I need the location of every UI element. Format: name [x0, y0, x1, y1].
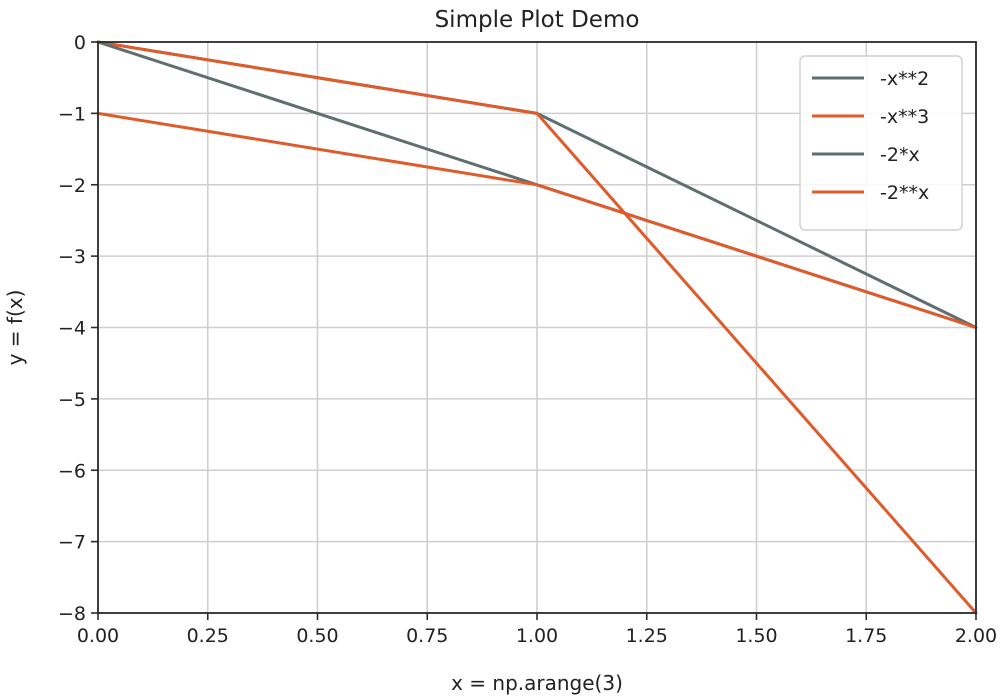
- x-tick-label: 0.75: [406, 625, 448, 647]
- x-tick-label: 1.00: [516, 625, 558, 647]
- series-line-2: [96, 40, 978, 615]
- x-tick-label: 0.25: [187, 625, 229, 647]
- x-axis-ticks: 0.00 0.25 0.50 0.75 1.00 1.25 1.50 1.75 2.00: [77, 613, 997, 647]
- legend-label: -x**2: [880, 68, 929, 90]
- y-tick-label: −4: [58, 318, 86, 340]
- y-tick-label: −8: [58, 603, 86, 625]
- x-tick-label: 0.50: [296, 625, 338, 647]
- y-tick-label: −3: [58, 246, 86, 268]
- legend-label: -2*x: [880, 144, 920, 166]
- x-tick-label: 1.50: [735, 625, 777, 647]
- y-tick-label: −1: [58, 103, 86, 125]
- y-tick-label: −7: [58, 532, 86, 554]
- x-tick-label: 1.25: [626, 625, 668, 647]
- y-tick-label: 0: [74, 32, 86, 54]
- series-lines: [96, 40, 978, 615]
- y-tick-label: −5: [58, 389, 86, 411]
- x-tick-label: 2.00: [955, 625, 997, 647]
- legend-label: -2**x: [880, 182, 929, 204]
- series-line-4: [96, 111, 978, 329]
- y-axis-ticks: 0 −1 −2 −3 −4 −5 −6 −7 −8: [58, 32, 98, 625]
- y-axis-label: y = f(x): [3, 290, 27, 366]
- y-tick-label: −6: [58, 460, 86, 482]
- x-tick-label: 1.75: [845, 625, 887, 647]
- legend-box: [799, 55, 963, 231]
- y-tick-label: −2: [58, 175, 86, 197]
- legend-label: -x**3: [880, 106, 929, 128]
- legend: -x**2 -x**3 -2*x -2**x: [799, 55, 963, 231]
- chart-title: Simple Plot Demo: [435, 7, 640, 33]
- x-tick-label: 0.00: [77, 625, 119, 647]
- x-axis-label: x = np.arange(3): [451, 671, 623, 695]
